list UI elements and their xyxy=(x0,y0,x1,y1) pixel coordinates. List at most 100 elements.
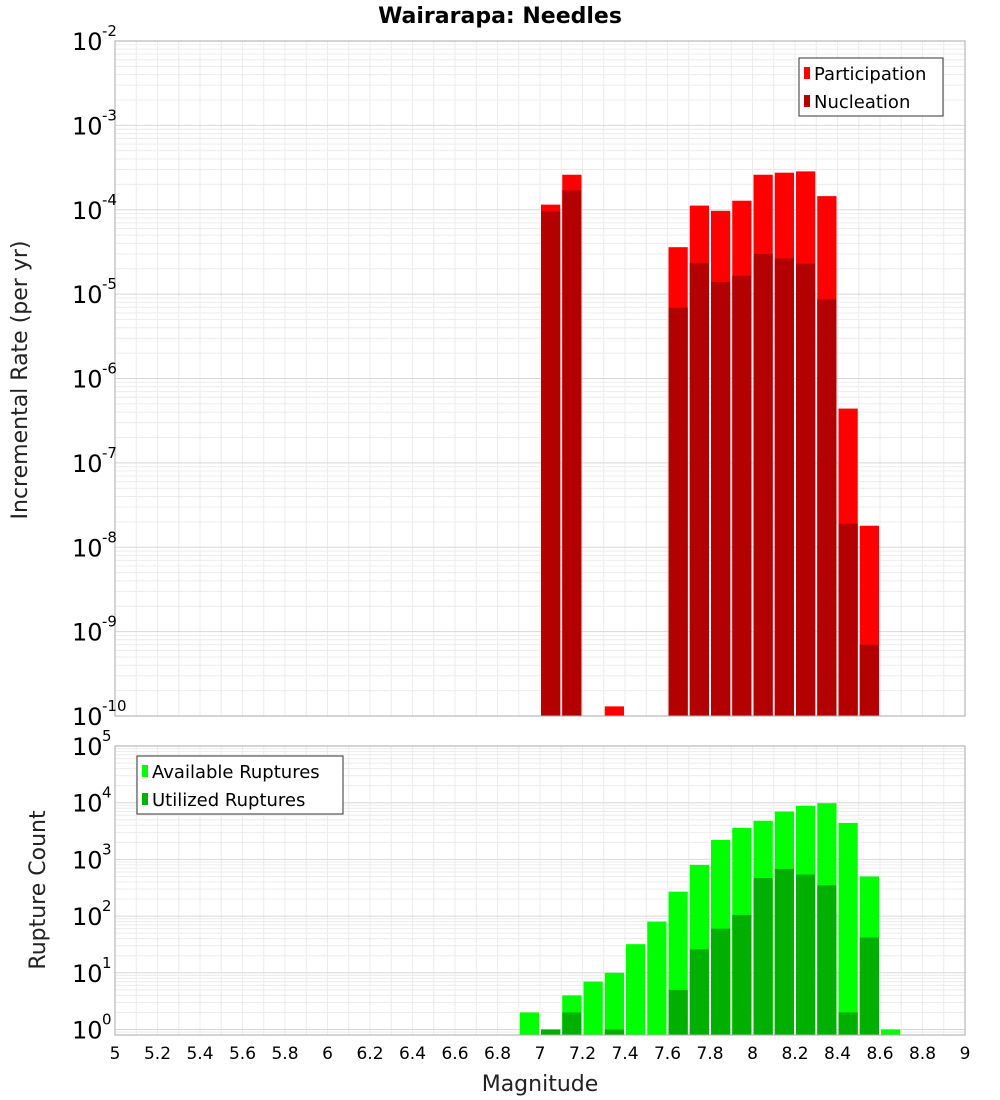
bar-nucleation xyxy=(838,523,858,716)
y-tick-label: 10 xyxy=(72,197,103,225)
bar-nucleation xyxy=(668,307,688,716)
y-tick-exponent: -7 xyxy=(102,444,117,462)
bar-nucleation xyxy=(753,253,773,716)
y-tick-label: 10 xyxy=(72,366,103,394)
bar-available-ruptures xyxy=(647,921,667,1035)
x-tick-label: 8.8 xyxy=(909,1044,936,1064)
y-tick-label: 10 xyxy=(72,703,103,731)
bar-nucleation xyxy=(541,211,561,717)
y-tick-exponent: -5 xyxy=(102,275,117,293)
legend-label: Nucleation xyxy=(814,92,910,113)
x-tick-label: 8.2 xyxy=(781,1044,808,1064)
y-tick-exponent: 4 xyxy=(102,784,112,802)
y-tick-label: 10 xyxy=(72,846,103,874)
y-axis-label-count: Rupture Count xyxy=(26,810,51,970)
y-tick-exponent: 5 xyxy=(102,727,112,745)
y-tick-exponent: -3 xyxy=(102,106,117,124)
bar-available-ruptures xyxy=(519,1012,539,1035)
plot-frame xyxy=(114,745,966,1036)
x-tick-label: 7.2 xyxy=(569,1044,596,1064)
x-tick-label: 5.6 xyxy=(229,1044,256,1064)
x-tick-label: 7.8 xyxy=(696,1044,723,1064)
bar-utilized-ruptures xyxy=(817,885,837,1035)
chart-title: Wairarapa: Needles xyxy=(378,4,622,29)
x-tick-label: 8.4 xyxy=(824,1044,851,1064)
y-tick-label: 10 xyxy=(72,450,103,478)
legend-swatch xyxy=(142,793,148,805)
y-tick-exponent: 2 xyxy=(102,897,112,915)
x-tick-label: 6.4 xyxy=(399,1044,426,1064)
x-tick-label: 8.6 xyxy=(866,1044,893,1064)
y-tick-label: 10 xyxy=(72,28,103,56)
bar-utilized-ruptures xyxy=(689,949,709,1035)
legend-box xyxy=(798,57,944,117)
bar-available-ruptures xyxy=(838,822,858,1035)
bar-nucleation xyxy=(689,262,709,716)
bar-utilized-ruptures xyxy=(753,877,773,1035)
x-tick-label: 6.2 xyxy=(356,1044,383,1064)
bar-nucleation xyxy=(562,190,582,716)
bar-utilized-ruptures xyxy=(541,1029,561,1035)
y-tick-label: 10 xyxy=(72,790,103,818)
y-tick-exponent: 1 xyxy=(102,954,112,972)
y-tick-label: 10 xyxy=(72,619,103,647)
y-tick-label: 10 xyxy=(72,960,103,988)
y-tick-exponent: -8 xyxy=(102,528,117,546)
legend-label: Available Ruptures xyxy=(152,762,320,783)
y-tick-label: 10 xyxy=(72,281,103,309)
y-tick-label: 10 xyxy=(72,903,103,931)
y-tick-exponent: 0 xyxy=(102,1011,112,1029)
y-tick-exponent: -6 xyxy=(102,360,117,378)
x-tick-label: 5.4 xyxy=(186,1044,213,1064)
legend: Participation Nucleation xyxy=(798,57,944,117)
y-tick-exponent: -10 xyxy=(102,697,127,715)
y-tick-exponent: 3 xyxy=(102,840,112,858)
bar-participation xyxy=(604,706,624,716)
y-tick-exponent: -2 xyxy=(102,22,117,40)
y-tick-label: 10 xyxy=(72,112,103,140)
legend-label: Participation xyxy=(814,64,926,85)
x-tick-label: 9 xyxy=(960,1044,971,1064)
bar-nucleation xyxy=(732,275,752,716)
x-tick-label: 6.8 xyxy=(484,1044,511,1064)
bar-available-ruptures xyxy=(626,944,646,1035)
legend-box xyxy=(136,755,344,815)
bar-utilized-ruptures xyxy=(562,1012,582,1035)
bar-available-ruptures xyxy=(881,1029,901,1035)
y-tick-label: 10 xyxy=(72,1017,103,1045)
x-tick-label: 5.8 xyxy=(271,1044,298,1064)
bar-available-ruptures xyxy=(604,972,624,1035)
legend-label: Utilized Ruptures xyxy=(152,790,305,811)
bar-utilized-ruptures xyxy=(732,914,752,1035)
y-tick-label: 10 xyxy=(72,733,103,761)
bar-nucleation xyxy=(774,258,794,716)
y-axis-label-rate: Incremental Rate (per yr) xyxy=(8,241,33,520)
x-tick-label: 5 xyxy=(110,1044,121,1064)
legend: Available Ruptures Utilized Ruptures xyxy=(136,755,344,815)
x-tick-label: 7.4 xyxy=(611,1044,638,1064)
y-tick-exponent: -9 xyxy=(102,613,117,631)
x-tick-label: 8 xyxy=(747,1044,758,1064)
bar-nucleation xyxy=(817,299,837,716)
bar-nucleation xyxy=(796,263,816,716)
bar-utilized-ruptures xyxy=(859,937,879,1035)
legend-swatch xyxy=(804,67,810,79)
plot-frame xyxy=(114,40,966,717)
bar-utilized-ruptures xyxy=(604,1029,624,1035)
bar-nucleation xyxy=(859,644,879,716)
y-tick-exponent: -4 xyxy=(102,191,117,209)
x-tick-label: 6.6 xyxy=(441,1044,468,1064)
legend-swatch xyxy=(804,95,810,107)
bar-nucleation xyxy=(711,281,731,716)
x-tick-label: 7 xyxy=(535,1044,546,1064)
x-axis: 5 5.2 5.4 5.6 5.8 6 6.2 6.4 6.6 6.8 7 7.2 7.4 7.6 7.8 8… xyxy=(110,1044,971,1064)
legend-swatch xyxy=(142,765,148,777)
bar-utilized-ruptures xyxy=(668,989,688,1035)
x-tick-label: 5.2 xyxy=(144,1044,171,1064)
y-tick-label: 10 xyxy=(72,534,103,562)
bar-available-ruptures xyxy=(583,981,603,1035)
bar-utilized-ruptures xyxy=(711,928,731,1035)
x-tick-label: 7.6 xyxy=(654,1044,681,1064)
